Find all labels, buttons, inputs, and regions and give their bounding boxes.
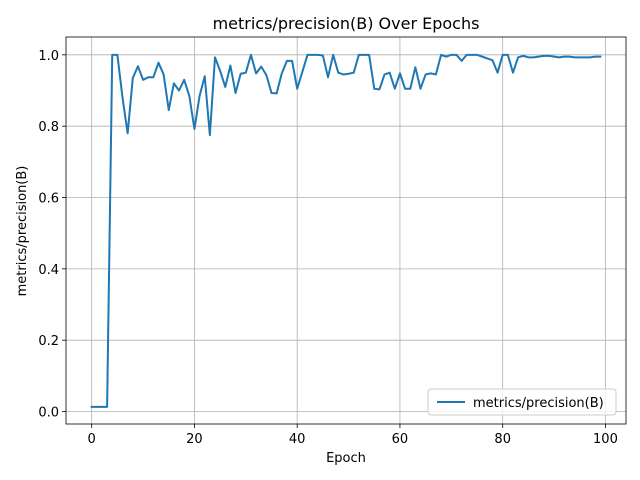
- legend-box: [427, 388, 617, 416]
- axis-ticks: 0 20 40 60 80 100 0.0 0.2 0.4 0.6 0.8 1.0: [38, 49, 618, 447]
- legend-label: metrics/precision(B): [473, 396, 604, 411]
- x-tick-label: 80: [494, 432, 511, 447]
- series-line-precision: [90, 53, 602, 408]
- y-tick-label: 0.2: [38, 334, 59, 349]
- chart-title: metrics/precision(B) Over Epochs: [213, 14, 480, 33]
- y-axis-label: metrics/precision(B): [15, 166, 30, 297]
- plot-frame: [65, 36, 627, 425]
- grid-lines: [66, 37, 626, 424]
- x-tick-label: 20: [186, 432, 203, 447]
- y-tick-label: 0.0: [38, 406, 59, 421]
- y-tick-label: 0.6: [38, 192, 59, 207]
- y-tick-label: 0.4: [38, 263, 59, 278]
- x-tick-label: 40: [289, 432, 306, 447]
- x-tick-label: 60: [392, 432, 409, 447]
- x-tick-label: 0: [88, 432, 96, 447]
- x-tick-label: 100: [593, 432, 618, 447]
- y-tick-label: 0.8: [38, 120, 59, 135]
- series-layer: [90, 53, 602, 408]
- y-tick-label: 1.0: [38, 49, 59, 64]
- x-axis-label: Epoch: [326, 451, 366, 466]
- legend: metrics/precision(B): [427, 388, 617, 416]
